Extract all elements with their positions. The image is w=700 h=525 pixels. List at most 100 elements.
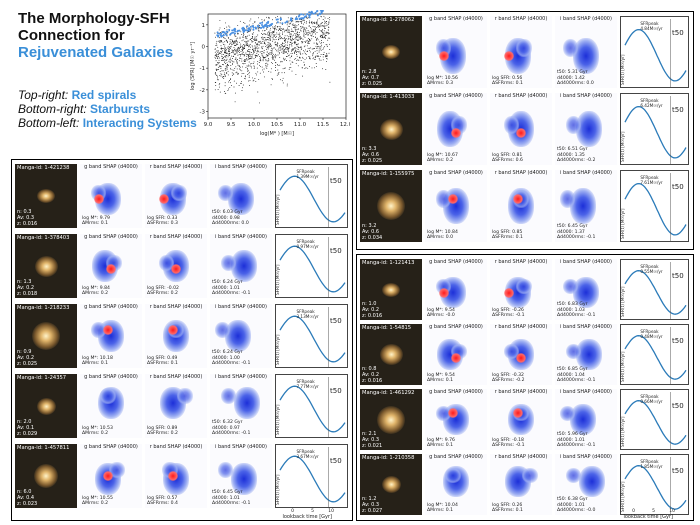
sfh-peak-value: 0.97M☉/yr bbox=[296, 244, 319, 249]
stat-dsfr: ΔSFRrms: 0.1 bbox=[147, 361, 178, 367]
scatter-point bbox=[320, 46, 322, 48]
scatter-point bbox=[243, 35, 245, 37]
scatter-point bbox=[282, 38, 284, 40]
scatter-point bbox=[221, 73, 223, 75]
shap-map-r: r band SHAP (d4000) log SFR: 0.49 ΔSFRrms:… bbox=[145, 304, 207, 368]
scatter-point bbox=[243, 61, 245, 62]
scatter-point bbox=[300, 26, 302, 28]
scatter-point bbox=[329, 37, 331, 39]
stat-dd4000: Δd4000rms: -0.1 bbox=[212, 431, 251, 437]
sfh-peak-value: 1.85M☉/yr bbox=[640, 464, 663, 469]
scatter-point bbox=[237, 59, 239, 60]
scatter-point bbox=[321, 31, 322, 33]
scatter-point bbox=[284, 40, 286, 42]
scatter-point bbox=[290, 35, 292, 37]
scatter-point bbox=[302, 40, 304, 42]
scatter-point bbox=[254, 36, 256, 38]
scatter-point bbox=[226, 26, 228, 28]
scatter-point bbox=[255, 55, 257, 57]
scatter-point bbox=[279, 32, 281, 34]
scatter-point bbox=[265, 56, 267, 58]
shap-map-g: g band SHAP (d4000) log M*: 10.67 ΔMrms: 0… bbox=[425, 93, 487, 165]
scatter-point bbox=[325, 22, 327, 24]
scatter-point bbox=[226, 47, 228, 49]
shap-red-spot bbox=[158, 194, 169, 205]
scatter-point bbox=[294, 42, 296, 44]
highlight-point bbox=[225, 34, 228, 36]
scatter-point bbox=[295, 32, 297, 34]
sfh-curve bbox=[624, 105, 687, 159]
scatter-point bbox=[248, 54, 250, 56]
galaxy-image: Manga-id: 1-421238 n: 0.3 Av: 0.3 z: 0.016 bbox=[15, 164, 77, 228]
scatter-point bbox=[289, 60, 291, 62]
sfh-plot: SFRpeak 3.13M☉/yr t50 SFR(t) [M☉/yr] bbox=[275, 304, 348, 368]
scatter-point bbox=[303, 46, 305, 48]
stat-sfr: log SFR: 0.49 bbox=[147, 355, 178, 361]
highlight-point bbox=[251, 25, 254, 28]
scatter-point bbox=[292, 18, 294, 20]
scatter-point bbox=[313, 52, 315, 54]
scatter-point bbox=[281, 51, 283, 53]
scatter-point bbox=[246, 65, 248, 67]
scatter-point bbox=[275, 27, 277, 29]
scatter-point bbox=[291, 40, 293, 42]
scatter-point bbox=[244, 54, 246, 56]
stat-t50: t50: 6.85 Gyr bbox=[557, 367, 588, 373]
scatter-point bbox=[245, 67, 247, 69]
shap-red-spot bbox=[102, 324, 113, 335]
scatter-point bbox=[268, 70, 270, 72]
stat-t50: t50: 6.45 Gyr bbox=[557, 224, 588, 230]
scatter-point bbox=[246, 50, 248, 52]
scatter-point bbox=[303, 63, 305, 65]
scatter-point bbox=[249, 65, 251, 67]
highlight-point bbox=[220, 35, 223, 38]
scatter-point bbox=[274, 35, 275, 37]
shap-map-r: r band SHAP (d4000) log SFR: -0.26 ΔSFRrms… bbox=[490, 259, 552, 320]
scatter-point bbox=[279, 56, 281, 58]
scatter-point bbox=[313, 23, 315, 25]
scatter-point bbox=[268, 39, 270, 41]
scatter-point bbox=[248, 24, 250, 26]
scatter-point bbox=[259, 64, 260, 66]
scatter-point bbox=[219, 83, 221, 85]
scatter-point bbox=[307, 34, 309, 36]
scatter-point bbox=[319, 36, 321, 38]
scatter-point bbox=[306, 27, 308, 29]
shap-stats-i: t50: 6.45 Gyr d4000: 1.37 Δd4000rms: -0.1 bbox=[557, 224, 595, 241]
scatter-point bbox=[323, 51, 325, 53]
scatter-point bbox=[231, 72, 233, 74]
highlight-point bbox=[309, 11, 312, 14]
scatter-point bbox=[303, 35, 305, 37]
scatter-point bbox=[247, 53, 248, 55]
scatter-point bbox=[233, 50, 235, 52]
scatter-point bbox=[288, 26, 290, 28]
scatter-point bbox=[243, 47, 245, 49]
scatter-point bbox=[328, 52, 330, 54]
scatter-point bbox=[226, 73, 228, 74]
galaxy-row: Manga-id: 1-413033 n: 3.3 Av: 0.6 z: 0.025 g… bbox=[357, 93, 693, 165]
scatter-point bbox=[215, 45, 217, 46]
scatter-point bbox=[272, 36, 274, 38]
sfh-curve bbox=[624, 335, 687, 380]
shap-blob-secondary bbox=[214, 321, 231, 338]
scatter-point bbox=[325, 43, 327, 45]
scatter-point bbox=[287, 55, 289, 57]
galaxy-meta: n: 1.2 Av: 0.3 z: 0.027 bbox=[362, 496, 382, 514]
scatter-point bbox=[239, 20, 241, 22]
shap-map-g: g band SHAP (d4000) log M*: 10.53 ΔMrms: 0… bbox=[80, 374, 142, 438]
scatter-point bbox=[316, 52, 318, 54]
scatter-point bbox=[267, 48, 269, 50]
scatter-point bbox=[244, 75, 246, 77]
shap-header-r: r band SHAP (d4000) bbox=[149, 374, 203, 380]
scatter-point bbox=[295, 49, 297, 51]
sfh-curve-svg bbox=[624, 327, 687, 384]
scatter-point bbox=[223, 74, 225, 75]
sfh-peak-value: 0.66M☉/yr bbox=[640, 399, 663, 404]
scatter-point bbox=[217, 69, 219, 70]
scatter-point bbox=[264, 42, 266, 43]
sfh-ylabel: SFR(t) [M☉/yr] bbox=[620, 416, 625, 447]
scatter-point bbox=[268, 30, 270, 32]
sfh-curve bbox=[624, 270, 687, 315]
scatter-point bbox=[247, 50, 249, 52]
shap-header-g: g band SHAP (d4000) bbox=[429, 170, 483, 176]
